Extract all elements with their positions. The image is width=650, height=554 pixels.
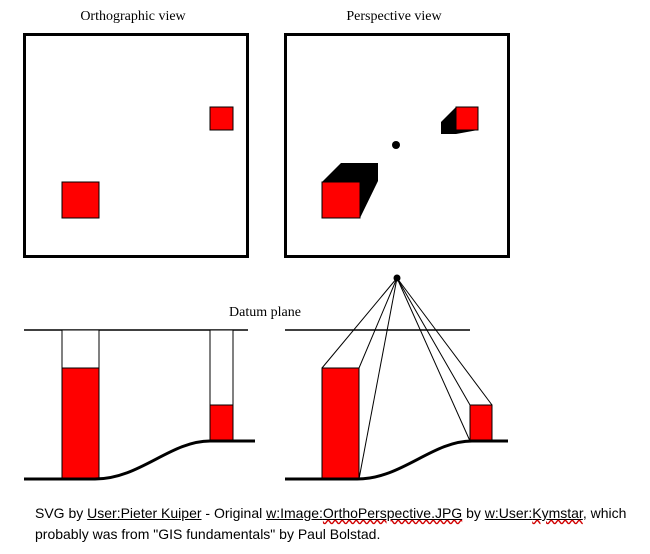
persp-small-column-block (469, 404, 493, 443)
viewpoint-dot-top (392, 141, 400, 149)
datum-plane-label: Datum plane (229, 305, 301, 320)
ortho-small-block (209, 106, 234, 131)
persp-view-title: Perspective view (346, 9, 442, 24)
ray (396, 277, 493, 406)
ortho-large-column-upper (61, 329, 100, 369)
ortho-large-column-block (61, 367, 100, 480)
ray (321, 277, 398, 369)
ray (358, 277, 398, 369)
caption-text: SVG by (35, 505, 88, 521)
ortho-perspective-diagram: Orthographic view Perspective view Datum… (23, 9, 510, 481)
attribution-caption: SVG by User:Pieter Kuiper - Original w:I… (35, 503, 645, 545)
caption-text: by (462, 505, 485, 521)
persp-top-panel (284, 33, 510, 258)
ortho-terrain (24, 439, 255, 481)
viewpoint-dot-side (393, 274, 401, 282)
ortho-view-title: Orthographic view (80, 9, 186, 24)
persp-large-block (321, 181, 361, 219)
link-prefix: w:User: (484, 505, 533, 521)
ray (396, 277, 471, 406)
link-prefix: w:Image: (266, 505, 323, 521)
caption-text: - Original (201, 505, 267, 521)
persp-large-column-block (321, 367, 360, 480)
link-username: Kymstar (532, 505, 583, 521)
ortho-frame (23, 33, 249, 258)
author-link[interactable]: User:Pieter Kuiper (87, 505, 202, 521)
ortho-small-column-upper (209, 329, 234, 406)
perspective-rays (321, 277, 493, 480)
ray (396, 277, 471, 442)
original-author-link[interactable]: w:User:Kymstar (485, 505, 583, 521)
ortho-top-panel (23, 33, 249, 258)
ortho-large-block (61, 181, 100, 219)
ortho-side-panel (24, 329, 255, 481)
persp-small-block (455, 106, 479, 131)
ortho-small-column-block (209, 404, 234, 443)
persp-side-panel (285, 274, 508, 481)
original-image-link[interactable]: w:Image:OrthoPerspective.JPG (266, 505, 462, 521)
link-filename: OrthoPerspective.JPG (322, 505, 463, 521)
persp-terrain (285, 439, 508, 481)
caption-text: , which probably was from "GIS fundament… (35, 505, 627, 542)
ray (358, 277, 398, 480)
